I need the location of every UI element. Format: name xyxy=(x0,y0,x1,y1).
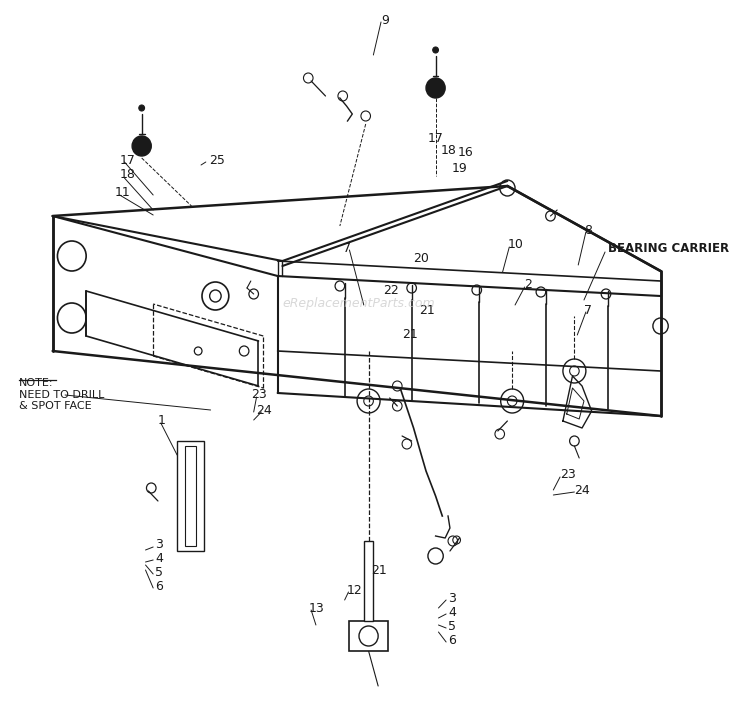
Text: 21: 21 xyxy=(419,304,435,316)
Text: 4: 4 xyxy=(448,606,456,618)
Text: 18: 18 xyxy=(120,169,136,181)
Text: 9: 9 xyxy=(381,13,389,27)
Text: 20: 20 xyxy=(413,251,430,265)
Bar xyxy=(350,621,388,651)
Text: 17: 17 xyxy=(120,153,136,167)
Text: 2: 2 xyxy=(524,278,532,292)
Text: 17: 17 xyxy=(428,131,444,145)
Circle shape xyxy=(426,78,445,98)
Text: BEARING CARRIER: BEARING CARRIER xyxy=(608,241,729,254)
Text: 12: 12 xyxy=(346,583,362,597)
Text: 3: 3 xyxy=(155,539,163,551)
Text: 24: 24 xyxy=(256,404,272,417)
Text: 7: 7 xyxy=(343,241,351,254)
Text: 22: 22 xyxy=(383,284,399,297)
Bar xyxy=(184,446,196,546)
Circle shape xyxy=(433,47,439,53)
Bar xyxy=(364,541,374,621)
Text: 1: 1 xyxy=(158,414,166,426)
Text: 6: 6 xyxy=(448,633,456,647)
Text: 16: 16 xyxy=(458,145,473,159)
Bar xyxy=(177,441,204,551)
Text: 18: 18 xyxy=(440,143,456,157)
Text: 25: 25 xyxy=(209,153,224,167)
Text: 6: 6 xyxy=(155,580,163,592)
Text: 4: 4 xyxy=(155,551,163,565)
Text: 21: 21 xyxy=(371,563,387,577)
Text: 3: 3 xyxy=(448,592,456,604)
Text: 5: 5 xyxy=(448,619,456,633)
Text: NOTE:
NEED TO DRILL
& SPOT FACE: NOTE: NEED TO DRILL & SPOT FACE xyxy=(20,378,104,411)
Text: eReplacementParts.com: eReplacementParts.com xyxy=(283,297,435,309)
Text: 7: 7 xyxy=(584,304,592,316)
Text: 19: 19 xyxy=(452,162,467,174)
Text: 10: 10 xyxy=(508,239,524,251)
Text: 24: 24 xyxy=(574,484,590,496)
Text: 21: 21 xyxy=(402,328,418,342)
Text: 8: 8 xyxy=(584,224,592,237)
Text: 23: 23 xyxy=(251,388,266,402)
Text: 5: 5 xyxy=(155,566,163,578)
Circle shape xyxy=(132,136,152,156)
Text: 23: 23 xyxy=(560,469,576,481)
Text: 13: 13 xyxy=(308,602,324,614)
Text: 11: 11 xyxy=(115,186,130,198)
Circle shape xyxy=(139,105,145,111)
